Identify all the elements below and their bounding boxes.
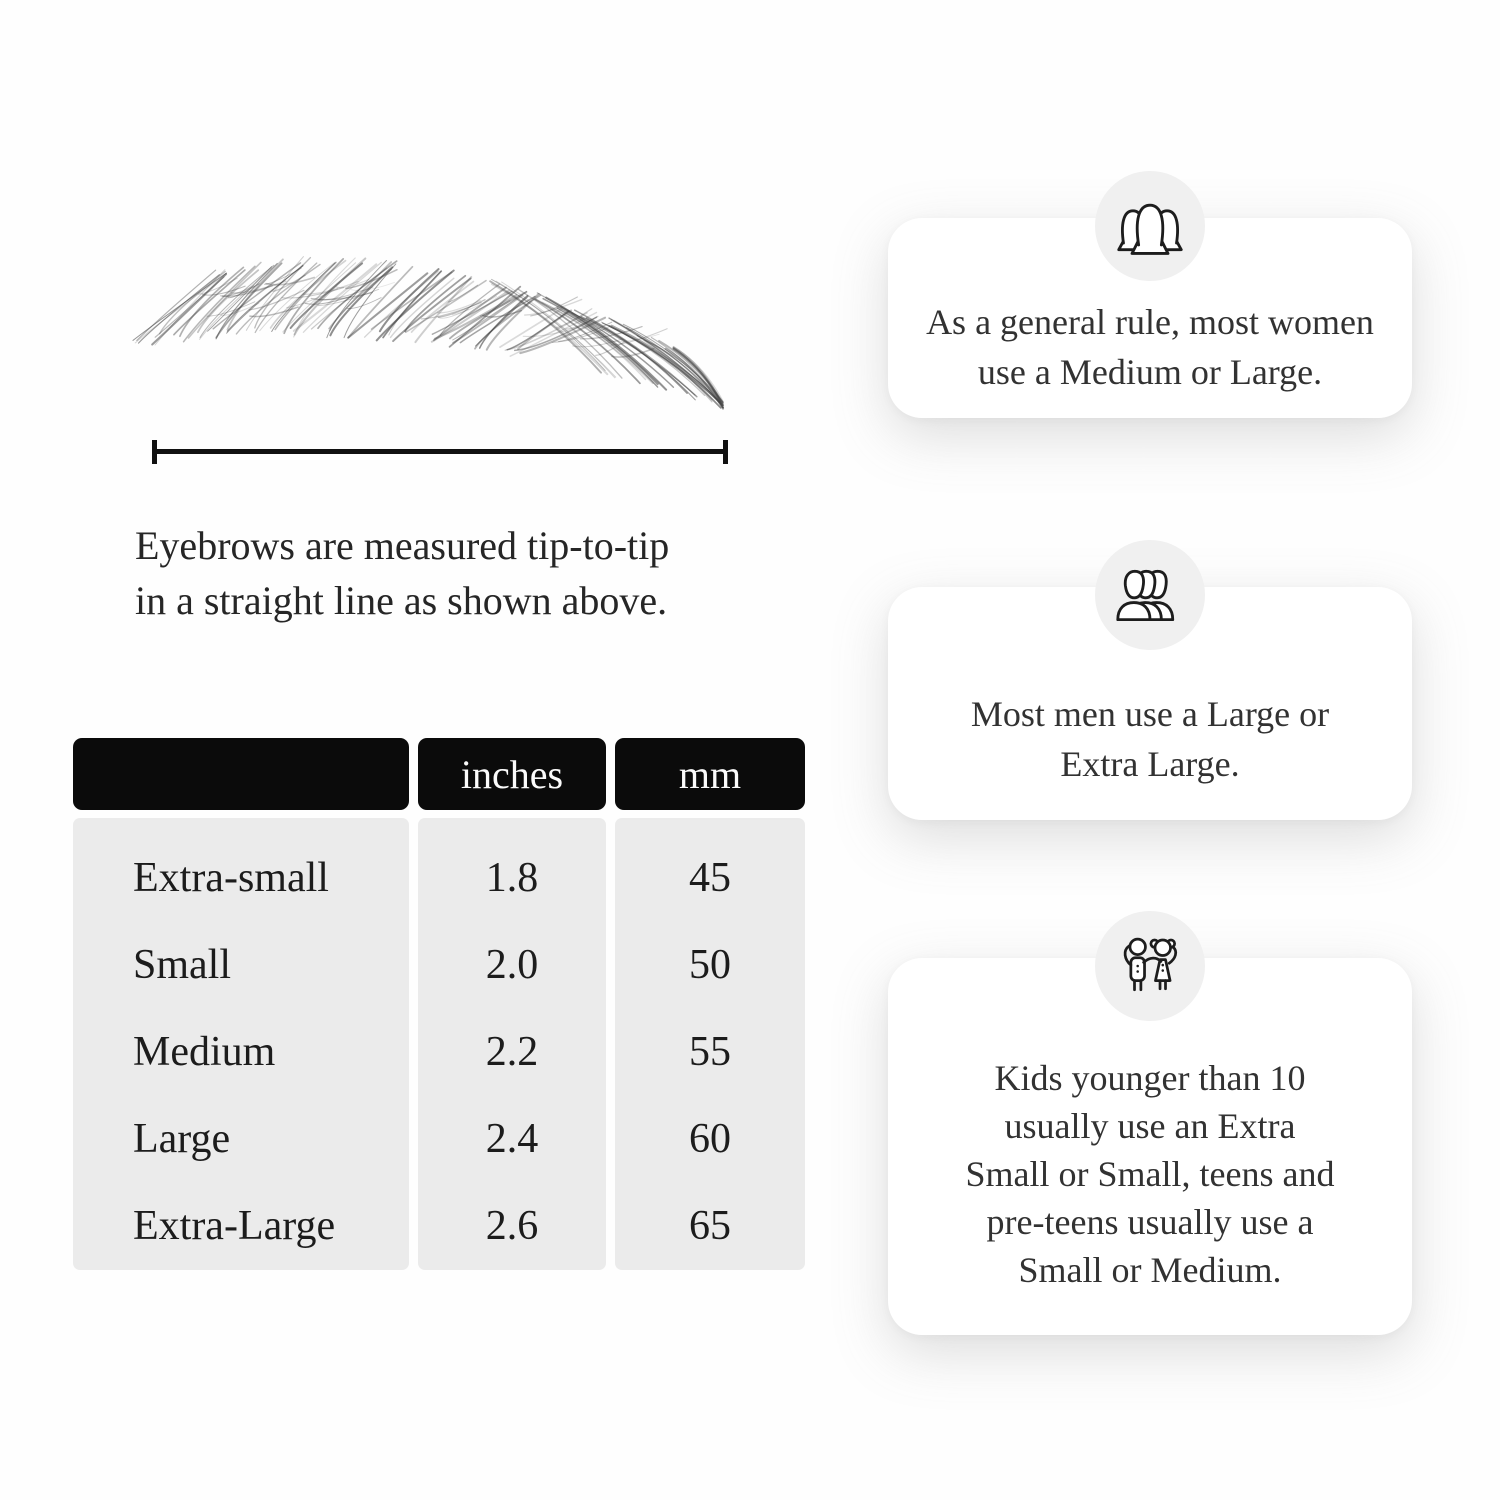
- card-text-line: Small or Small, teens and: [965, 1153, 1335, 1194]
- card-text-line: Small or Medium.: [1018, 1249, 1282, 1290]
- card-text-line: usually use an Extra: [1004, 1105, 1296, 1146]
- men-group-icon: [1116, 569, 1175, 622]
- card-text-line: use a Medium or Large.: [977, 352, 1323, 392]
- measurement-caption: Eyebrows are measured tip-to-tip in a st…: [135, 518, 669, 628]
- inches-value: 2.4: [485, 1115, 539, 1162]
- card-text-line: Kids younger than 10: [994, 1057, 1306, 1098]
- size-column-header: [73, 738, 409, 810]
- info-card-women: As a general rule, most women use a Medi…: [888, 171, 1412, 418]
- table-row-label: Large: [133, 1115, 231, 1162]
- mm-value: 60: [689, 1115, 731, 1162]
- table-row-label: Extra-small: [133, 854, 329, 901]
- women-icon-badge: [1095, 171, 1205, 281]
- inches-value: 2.6: [485, 1202, 539, 1249]
- card-text: As a general rule, most women use a Medi…: [926, 297, 1374, 397]
- mm-value: 55: [689, 1028, 731, 1075]
- card-text: Kids younger than 10 usually use an Extr…: [966, 1054, 1335, 1294]
- card-text: Most men use a Large or Extra Large.: [971, 689, 1329, 789]
- inches-value: 1.8: [485, 854, 539, 901]
- women-group-icon: [1117, 203, 1183, 255]
- inches-column-header: inches: [418, 738, 606, 810]
- mm-value: 50: [689, 941, 731, 988]
- size-table-body: Extra-small Small Medium Large Extra-Lar…: [73, 818, 805, 1270]
- inches-value: 2.2: [485, 1028, 539, 1075]
- table-row-label: Small: [133, 941, 232, 988]
- table-row-label: Extra-Large: [133, 1202, 336, 1249]
- card-text-line: Extra Large.: [1060, 743, 1240, 784]
- info-card-men: Most men use a Large or Extra Large.: [888, 540, 1412, 820]
- mm-column: 45 50 55 60 65: [615, 818, 805, 1270]
- table-row-label: Medium: [133, 1028, 276, 1075]
- size-table-header: inches mm: [73, 738, 805, 810]
- eyebrow-illustration: [132, 256, 725, 410]
- measurement-line: [152, 440, 728, 464]
- inches-value: 2.0: [485, 941, 539, 988]
- caption-line: in a straight line as shown above.: [135, 578, 668, 623]
- men-icon-badge: [1095, 540, 1205, 650]
- mm-column-header: mm: [615, 738, 805, 810]
- caption-line: Eyebrows are measured tip-to-tip: [135, 523, 670, 568]
- mm-value: 65: [689, 1202, 731, 1249]
- kids-icon: [1123, 937, 1178, 992]
- inches-column: 1.8 2.0 2.2 2.4 2.6: [418, 818, 606, 1270]
- card-text-line: As a general rule, most women: [926, 302, 1374, 342]
- size-label-column: Extra-small Small Medium Large Extra-Lar…: [73, 818, 409, 1270]
- card-text-line: pre-teens usually use a: [986, 1201, 1314, 1242]
- mm-value: 45: [689, 854, 731, 901]
- info-card-kids: Kids younger than 10 usually use an Extr…: [888, 911, 1412, 1335]
- kids-icon-badge: [1095, 911, 1205, 1021]
- size-table: inches mm Extra-small Small Medium Large…: [73, 738, 805, 1270]
- card-text-line: Most men use a Large or: [970, 693, 1330, 734]
